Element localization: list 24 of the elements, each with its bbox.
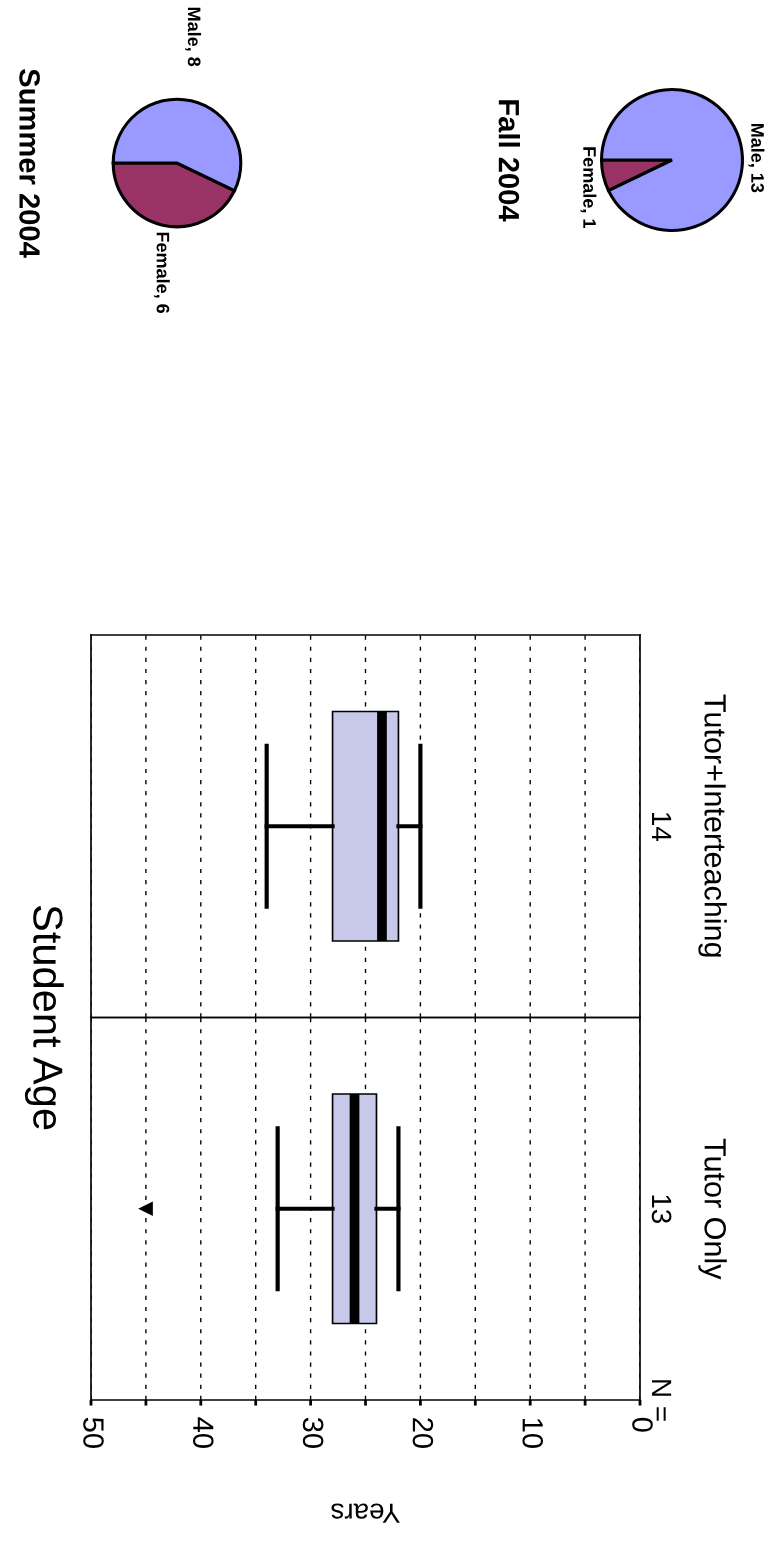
text: Fall 2004	[498, 100, 520, 222]
slice-label: Male	[187, 7, 202, 47]
text: N =	[652, 1380, 672, 1421]
text: Student Age	[24, 905, 64, 1130]
y-tick-label: Tutor Only	[698, 1138, 727, 1280]
data-label: , 13	[748, 164, 764, 193]
x-tick-label: 50	[83, 1417, 104, 1448]
data-label: , 1	[580, 209, 596, 228]
data-label: , 8	[185, 47, 201, 67]
x-tick-label: 30	[302, 1417, 324, 1448]
y-tick-label: Tutor+Interteaching	[698, 694, 727, 957]
data-label: , 6	[153, 294, 170, 314]
text: 14	[652, 812, 672, 841]
x-tick-label: 0	[632, 1417, 653, 1432]
pie-slice	[599, 88, 744, 233]
slice-label: Female	[583, 147, 597, 208]
text: 13	[651, 1195, 672, 1223]
slice-label: Female	[156, 232, 170, 294]
x-tick-label: 20	[412, 1418, 434, 1448]
x-tick-label: 40	[192, 1417, 214, 1448]
x-tick-label: 10	[522, 1418, 544, 1448]
text: Summer 2004	[19, 68, 40, 258]
x-axis-title: Years	[331, 1503, 400, 1523]
slice-label: Male	[751, 123, 765, 163]
